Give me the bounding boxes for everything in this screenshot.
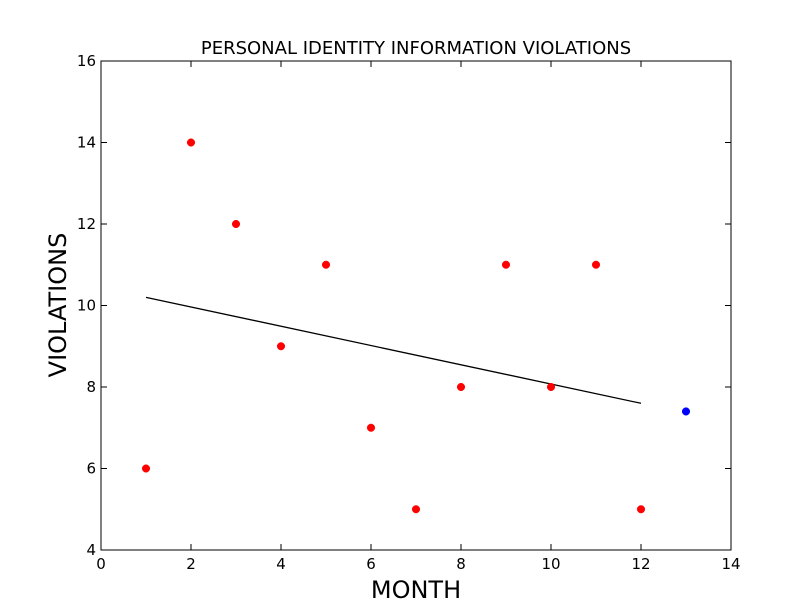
x-tick-label-3: 6 <box>366 555 376 573</box>
x-tick-label-1: 2 <box>186 555 196 573</box>
y-tick-label-6: 16 <box>77 52 96 70</box>
y-tick-label-5: 14 <box>77 134 96 152</box>
points-layer <box>141 138 691 514</box>
data-point-series-0-9 <box>546 382 556 392</box>
data-point-series-0-10 <box>591 260 601 269</box>
data-point-series-0-2 <box>231 219 241 229</box>
data-point-series-1-0 <box>681 407 691 416</box>
data-point-series-0-5 <box>366 423 376 432</box>
y-axis-label: VIOLATIONS <box>44 233 72 378</box>
x-tick-label-6: 12 <box>631 555 650 573</box>
x-tick-label-4: 8 <box>456 555 466 573</box>
ticks-layer: 0 2 4 6 8 10 12 14 4 6 8 10 12 14 16 <box>77 52 741 573</box>
x-tick-label-2: 4 <box>276 555 286 573</box>
data-point-series-0-8 <box>501 260 511 269</box>
y-tick-label-4: 12 <box>77 215 96 233</box>
y-tick-label-0: 4 <box>86 541 96 559</box>
data-point-series-0-6 <box>411 505 421 514</box>
data-point-series-0-11 <box>636 505 646 514</box>
chart-title: PERSONAL IDENTITY INFORMATION VIOLATIONS <box>201 38 631 59</box>
y-tick-label-1: 6 <box>86 460 96 478</box>
x-tick-label-7: 14 <box>721 555 740 573</box>
data-point-series-0-1 <box>186 138 196 147</box>
trend-line <box>145 296 642 404</box>
data-point-series-0-3 <box>276 342 286 351</box>
trend-layer <box>145 296 642 404</box>
data-point-series-0-7 <box>456 382 466 392</box>
y-tick-label-2: 8 <box>86 378 96 396</box>
data-point-series-0-4 <box>321 260 331 269</box>
x-axis-label: MONTH <box>371 576 461 604</box>
x-tick-label-5: 10 <box>541 555 560 573</box>
data-point-series-0-0 <box>141 464 151 473</box>
x-tick-label-0: 0 <box>96 555 106 573</box>
y-tick-label-3: 10 <box>77 297 96 315</box>
